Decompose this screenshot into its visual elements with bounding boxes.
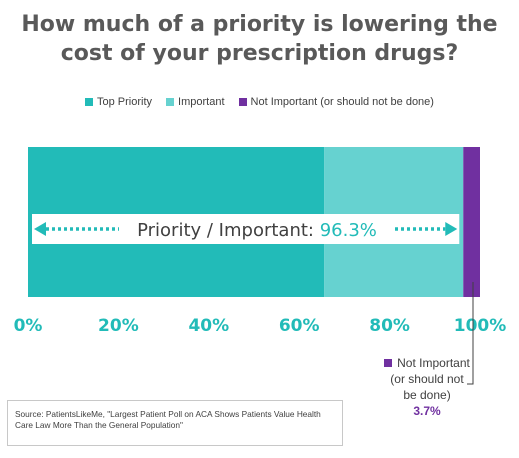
legend-swatch-not-important [238, 98, 247, 106]
legend-swatch-top-priority [85, 98, 94, 106]
x-tick-label-1: 20% [98, 316, 139, 336]
chart-legend: Top Priority Important Not Important (or… [0, 96, 519, 108]
overlay-arrow-left-head [34, 222, 46, 236]
legend-item-top-priority: Top Priority [85, 96, 152, 108]
legend-item-not-important: Not Important (or should not be done) [238, 96, 434, 108]
overlay-arrow-right-head [445, 222, 458, 236]
legend-label-top-priority: Top Priority [97, 96, 153, 108]
chart-title: How much of a priority is lowering the c… [21, 12, 498, 66]
x-tick-label-0: 0% [14, 316, 43, 336]
overlay-value: 96.3% [320, 220, 377, 241]
callout-line-1: Not Important [397, 356, 470, 370]
legend-label-important: Important [178, 96, 225, 108]
overlay-label-text: Priority / Important: [137, 220, 320, 241]
legend-swatch-important [166, 98, 175, 106]
bar-segment-2 [463, 147, 480, 297]
callout-line-3: be done) [403, 388, 451, 402]
callout-line-2: (or should not [390, 372, 464, 386]
not-important-callout: Not Important (or should not be done) 3.… [372, 355, 482, 419]
source-note: Source: PatientsLikeMe, "Largest Patient… [7, 400, 343, 446]
legend-label-not-important: Not Important (or should not be done) [250, 96, 434, 108]
callout-value: 3.7% [413, 404, 441, 418]
overlay-label: Priority / Important: 96.3% [137, 220, 377, 241]
x-tick-label-5: 100% [454, 316, 507, 336]
stacked-bar-chart: 0% 20% 40% 60% 80% 100% Priority / Important: … [14, 147, 507, 342]
callout-swatch [384, 359, 393, 367]
legend-item-important: Important [166, 96, 225, 108]
x-tick-label-4: 80% [369, 316, 410, 336]
x-tick-label-2: 40% [188, 316, 229, 336]
overlay-band [32, 214, 460, 244]
x-tick-label-3: 60% [279, 316, 320, 336]
